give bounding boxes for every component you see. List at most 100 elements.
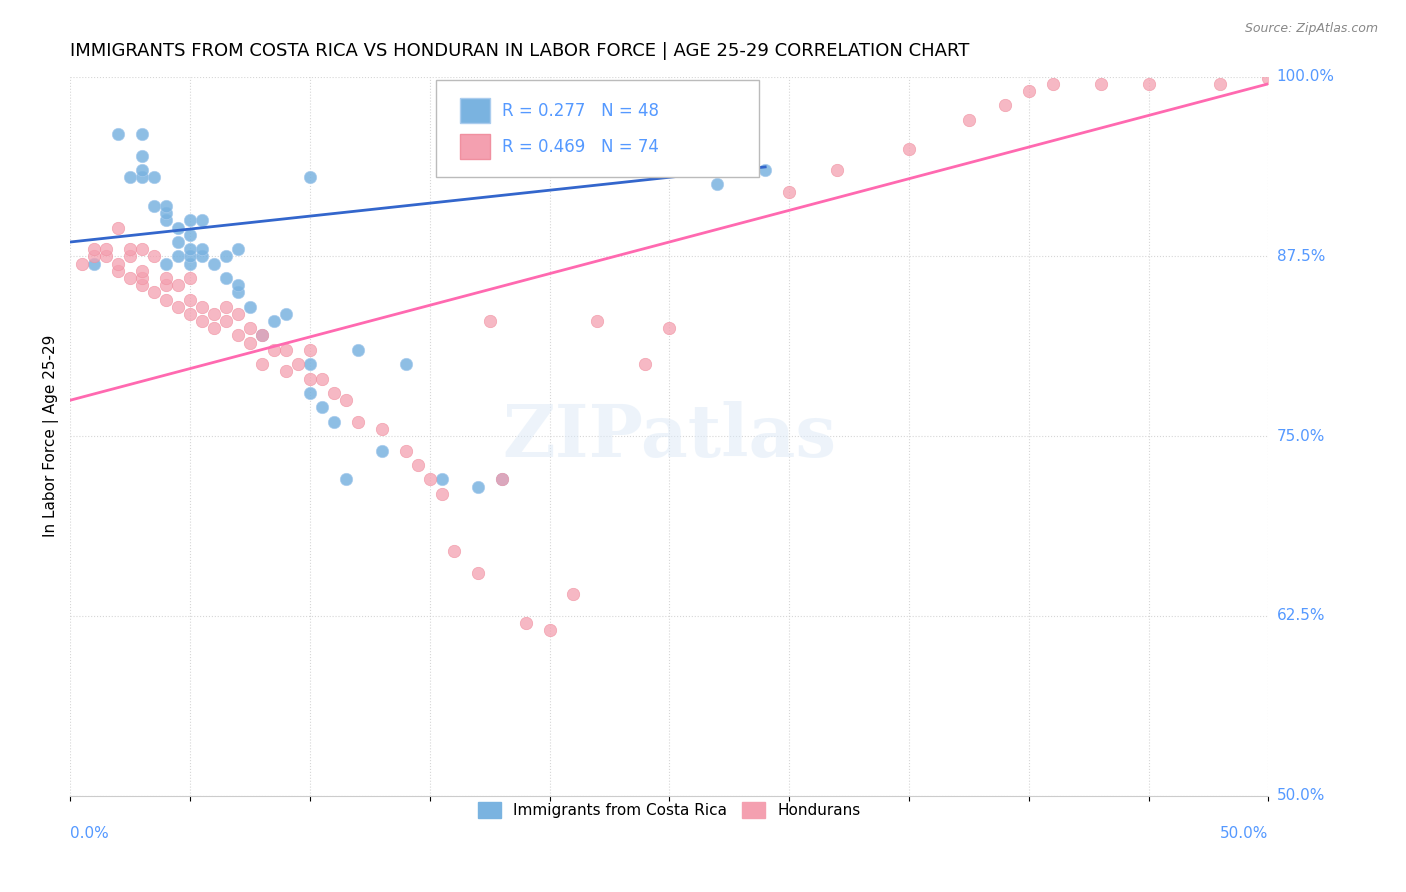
Point [491, 472, 513, 486]
Point [250, 328, 273, 343]
Point [239, 300, 262, 314]
Point [538, 624, 561, 638]
Point [120, 242, 142, 256]
Point [250, 357, 273, 371]
Point [1090, 77, 1112, 91]
Point [143, 199, 166, 213]
Point [239, 321, 262, 335]
FancyBboxPatch shape [436, 80, 759, 178]
Point [155, 199, 177, 213]
Point [70, 256, 93, 270]
Point [346, 343, 368, 357]
Point [107, 127, 129, 141]
Point [215, 300, 238, 314]
Point [155, 271, 177, 285]
Point [191, 213, 214, 227]
Point [298, 386, 321, 401]
Text: 50.0%: 50.0% [1220, 826, 1268, 841]
Text: 100.0%: 100.0% [1277, 69, 1334, 84]
Point [250, 328, 273, 343]
Point [226, 328, 249, 343]
Text: 75.0%: 75.0% [1277, 429, 1324, 443]
Point [179, 227, 201, 242]
Point [298, 170, 321, 185]
Point [131, 271, 153, 285]
Point [131, 242, 153, 256]
Point [83, 242, 105, 256]
Point [131, 127, 153, 141]
Point [179, 249, 201, 263]
Point [83, 256, 105, 270]
Point [346, 415, 368, 429]
Point [395, 357, 418, 371]
Point [335, 393, 357, 408]
Point [634, 357, 657, 371]
Point [215, 314, 238, 328]
Point [957, 112, 980, 127]
Point [143, 285, 166, 300]
Point [179, 293, 201, 307]
Point [107, 256, 129, 270]
Point [131, 278, 153, 293]
Point [120, 170, 142, 185]
Point [1257, 70, 1279, 85]
Point [120, 249, 142, 263]
Point [215, 249, 238, 263]
Point [322, 415, 344, 429]
Point [443, 544, 465, 558]
Point [263, 343, 285, 357]
Point [167, 249, 190, 263]
Bar [460, 134, 489, 160]
Point [263, 314, 285, 328]
Point [467, 566, 489, 580]
Point [298, 357, 321, 371]
Point [179, 213, 201, 227]
Point [897, 141, 920, 155]
Point [226, 307, 249, 321]
Point [179, 256, 201, 270]
Point [191, 242, 214, 256]
Point [167, 300, 190, 314]
Point [191, 314, 214, 328]
Text: 50.0%: 50.0% [1277, 789, 1324, 804]
Text: R = 0.277   N = 48: R = 0.277 N = 48 [502, 102, 658, 120]
Point [1018, 84, 1040, 98]
Point [179, 271, 201, 285]
Point [226, 242, 249, 256]
Point [491, 472, 513, 486]
Y-axis label: In Labor Force | Age 25-29: In Labor Force | Age 25-29 [44, 335, 59, 537]
Point [191, 300, 214, 314]
Point [754, 163, 776, 178]
Point [706, 178, 728, 192]
Point [226, 278, 249, 293]
Point [155, 256, 177, 270]
Point [298, 371, 321, 385]
Text: ZIPatlas: ZIPatlas [502, 401, 837, 472]
Text: 87.5%: 87.5% [1277, 249, 1324, 264]
Point [371, 443, 394, 458]
Point [825, 163, 848, 178]
Point [562, 587, 585, 601]
Point [430, 486, 453, 500]
Point [274, 343, 297, 357]
Point [1042, 77, 1064, 91]
Point [322, 386, 344, 401]
Point [298, 343, 321, 357]
Point [478, 314, 501, 328]
Legend: Immigrants from Costa Rica, Hondurans: Immigrants from Costa Rica, Hondurans [472, 796, 868, 824]
Point [83, 249, 105, 263]
Point [430, 472, 453, 486]
Text: 0.0%: 0.0% [70, 826, 110, 841]
Point [778, 185, 800, 199]
Point [335, 472, 357, 486]
Point [215, 271, 238, 285]
Bar [460, 98, 489, 123]
Point [202, 321, 225, 335]
Point [994, 98, 1017, 112]
Text: Source: ZipAtlas.com: Source: ZipAtlas.com [1244, 22, 1378, 36]
Point [467, 479, 489, 493]
Point [107, 264, 129, 278]
Point [287, 357, 309, 371]
Point [311, 401, 333, 415]
Point [1209, 77, 1232, 91]
